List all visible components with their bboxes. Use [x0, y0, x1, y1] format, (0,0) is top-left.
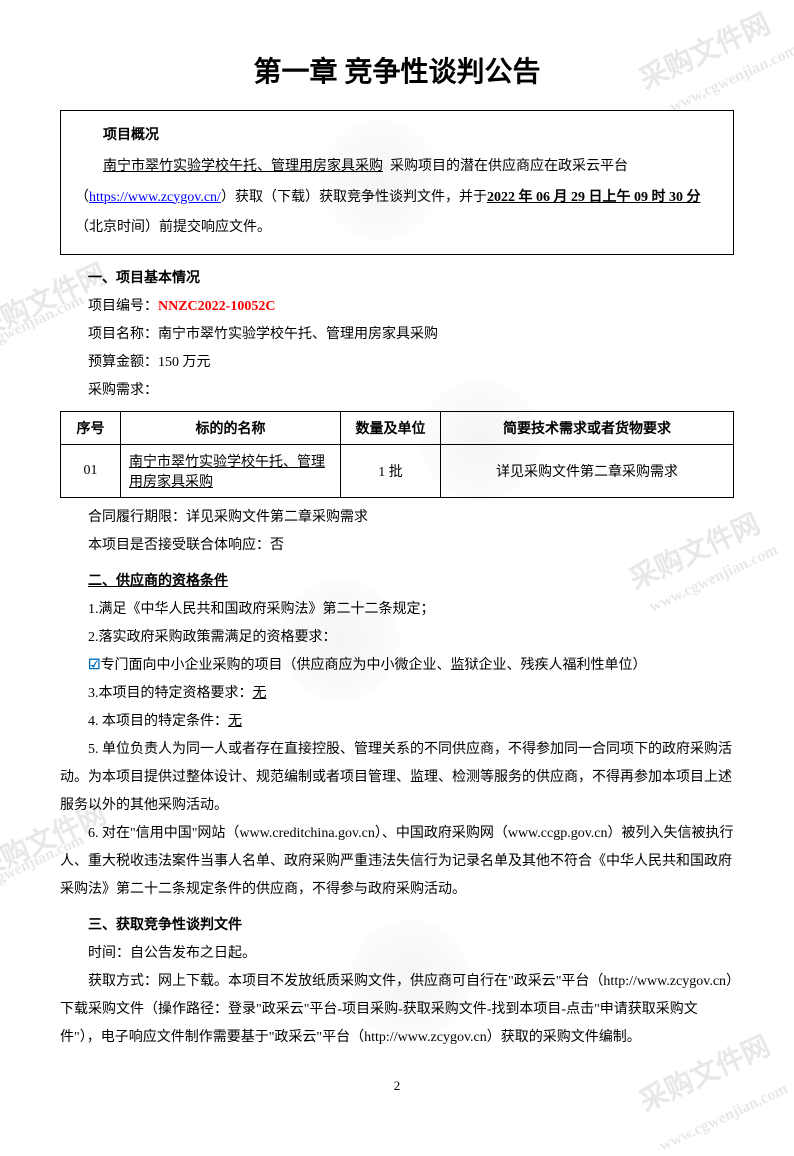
cell-req: 详见采购文件第二章采购需求 — [441, 445, 734, 498]
union-line: 本项目是否接受联合体响应：否 — [60, 532, 734, 560]
checkbox-icon: ☑ — [88, 658, 101, 673]
contract-line: 合同履行期限：详见采购文件第二章采购需求 — [60, 504, 734, 532]
overview-line2: （https://www.zcygov.cn/）获取（下载）获取竞争性谈判文件，… — [75, 183, 719, 245]
cell-name-text: 南宁市翠竹实验学校午托、管理用房家具采购 — [129, 455, 325, 490]
s2-item6: 6. 对在"信用中国"网站（www.creditchina.gov.cn）、中国… — [60, 820, 734, 904]
checkbox-text: 专门面向中小企业采购的项目（供应商应为中小微企业、监狱企业、残疾人福利性单位） — [101, 658, 647, 673]
s2-item4-val: 无 — [228, 714, 242, 729]
overview-box: 项目概况 南宁市翠竹实验学校午托、管理用房家具采购 采购项目的潜在供应商应在政采… — [60, 110, 734, 255]
s2-item5: 5. 单位负责人为同一人或者存在直接控股、管理关系的不同供应商，不得参加同一合同… — [60, 736, 734, 820]
s2-item3-pre: 3.本项目的特定资格要求： — [88, 686, 253, 701]
table-row: 01 南宁市翠竹实验学校午托、管理用房家具采购 1 批 详见采购文件第二章采购需… — [61, 445, 734, 498]
s2-item4-pre: 4. 本项目的特定条件： — [88, 714, 228, 729]
overview-project-name: 南宁市翠竹实验学校午托、管理用房家具采购 — [103, 159, 383, 174]
s2-item2: 2.落实政府采购政策需满足的资格要求： — [60, 624, 734, 652]
th-seq: 序号 — [61, 412, 121, 445]
s3-method: 获取方式：网上下载。本项目不发放纸质采购文件，供应商可自行在"政采云"平台（ht… — [60, 968, 734, 1052]
overview-text3: （北京时间）前提交响应文件。 — [75, 220, 271, 235]
overview-deadline: 2022 年 06 月 29 日上午 09 时 30 分 — [487, 190, 701, 205]
s2-item3-val: 无 — [253, 686, 267, 701]
s2-item1: 1.满足《中华人民共和国政府采购法》第二十二条规定； — [60, 596, 734, 624]
requirements-table: 序号 标的的名称 数量及单位 简要技术需求或者货物要求 01 南宁市翠竹实验学校… — [60, 411, 734, 498]
th-qty: 数量及单位 — [341, 412, 441, 445]
section3-heading: 三、获取竞争性谈判文件 — [60, 914, 734, 934]
project-name-line: 项目名称：南宁市翠竹实验学校午托、管理用房家具采购 — [60, 321, 734, 349]
project-code: NNZC2022-10052C — [158, 299, 275, 314]
table-header-row: 序号 标的的名称 数量及单位 简要技术需求或者货物要求 — [61, 412, 734, 445]
overview-text2: ）获取（下载）获取竞争性谈判文件，并于 — [221, 190, 487, 205]
overview-title: 项目概况 — [75, 121, 719, 152]
page-number: 2 — [394, 1078, 401, 1094]
watermark-url: www.cgwenjian.com — [657, 1080, 791, 1155]
cell-qty: 1 批 — [341, 445, 441, 498]
chapter-title: 第一章 竞争性谈判公告 — [60, 50, 734, 90]
th-req: 简要技术需求或者货物要求 — [441, 412, 734, 445]
s3-time: 时间：自公告发布之日起。 — [60, 940, 734, 968]
section2-heading: 二、供应商的资格条件 — [60, 570, 734, 590]
code-label: 项目编号： — [88, 299, 158, 314]
overview-line1: 南宁市翠竹实验学校午托、管理用房家具采购 采购项目的潜在供应商应在政采云平台 — [75, 152, 719, 183]
cell-name: 南宁市翠竹实验学校午托、管理用房家具采购 — [121, 445, 341, 498]
th-name: 标的的名称 — [121, 412, 341, 445]
overview-url[interactable]: https://www.zcygov.cn/ — [89, 190, 221, 205]
req-label: 采购需求： — [60, 377, 734, 405]
section1-heading: 一、项目基本情况 — [60, 267, 734, 287]
s2-checkbox-line: ☑专门面向中小企业采购的项目（供应商应为中小微企业、监狱企业、残疾人福利性单位） — [60, 652, 734, 680]
cell-seq: 01 — [61, 445, 121, 498]
budget-line: 预算金额：150 万元 — [60, 349, 734, 377]
s2-item3: 3.本项目的特定资格要求：无 — [60, 680, 734, 708]
overview-text1: 采购项目的潜在供应商应在政采云平台 — [390, 159, 628, 174]
project-code-line: 项目编号：NNZC2022-10052C — [60, 293, 734, 321]
s2-item4: 4. 本项目的特定条件：无 — [60, 708, 734, 736]
